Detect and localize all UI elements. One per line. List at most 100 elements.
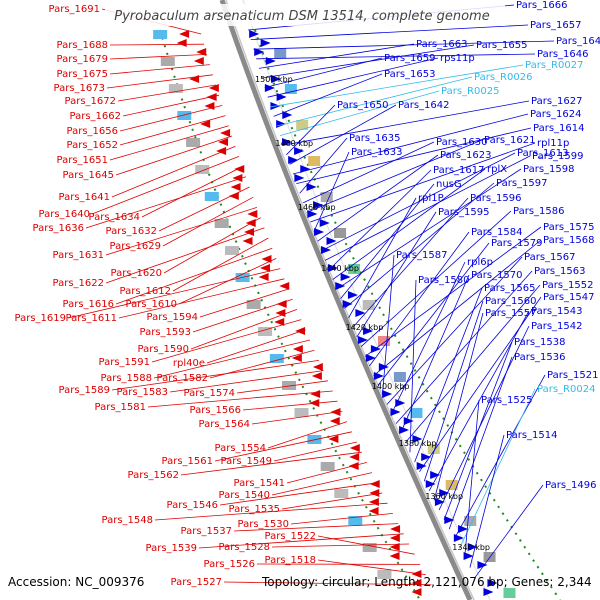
feature-band xyxy=(348,516,363,525)
left-leader-line xyxy=(154,502,388,521)
forward-gene-mark xyxy=(260,39,271,47)
right-gene-label: Pars_1586 xyxy=(513,206,564,217)
right-leader-line xyxy=(317,154,439,242)
left-leader-line xyxy=(119,105,223,132)
reverse-gene-mark xyxy=(389,543,400,551)
left-leader-line xyxy=(317,535,415,555)
left-leader-line xyxy=(190,309,298,350)
right-leader-line xyxy=(469,434,505,568)
reverse-gene-mark xyxy=(369,489,380,497)
right-gene-label: Pars_1543 xyxy=(531,306,582,317)
feature-band xyxy=(153,30,168,39)
right-gene-label: Pars_1617 xyxy=(433,165,484,176)
reverse-gene-mark xyxy=(291,354,302,362)
right-gene-label: Pars_1525 xyxy=(481,395,532,406)
right-leader-line xyxy=(270,64,524,108)
right-leader-line xyxy=(299,137,348,194)
forward-gene-mark xyxy=(403,417,414,425)
right-gene-label: Pars_1557 xyxy=(485,308,536,319)
reverse-gene-mark xyxy=(176,39,187,47)
left-gene-label: Pars_1631 xyxy=(53,250,104,261)
left-gene-label: Pars_1652 xyxy=(67,140,118,151)
right-gene-label: Pars_1563 xyxy=(534,266,585,277)
forward-gene-mark xyxy=(373,372,384,380)
feature-band xyxy=(377,336,390,346)
feature-band xyxy=(362,543,377,552)
left-gene-label: Pars_1645 xyxy=(63,170,114,181)
forward-gene-mark xyxy=(357,336,368,344)
scale-tick-label: 1480 kbp xyxy=(275,139,313,148)
forward-gene-mark xyxy=(355,309,366,317)
feature-band xyxy=(214,219,229,228)
left-leader-line xyxy=(151,319,302,363)
left-leader-line xyxy=(180,451,362,476)
right-leader-line xyxy=(360,210,512,348)
right-leader-line xyxy=(296,127,532,184)
right-gene-label: Pars_1627 xyxy=(531,96,582,107)
left-gene-label: Pars_1590 xyxy=(138,344,189,355)
left-gene-label: Pars_1640 xyxy=(39,209,90,220)
right-leader-line xyxy=(404,284,541,444)
feature-band xyxy=(269,354,284,363)
forward-gene-mark xyxy=(276,120,287,128)
right-gene-label: Pars_1614 xyxy=(533,123,584,134)
left-gene-label: Pars_1540 xyxy=(219,490,270,501)
left-leader-line xyxy=(163,217,261,274)
left-gene-label: Pars_1530 xyxy=(238,519,289,530)
right-leader-line xyxy=(328,169,432,271)
right-leader-line xyxy=(377,242,490,386)
reverse-gene-mark xyxy=(244,228,255,236)
left-gene-label: Pars_1691 xyxy=(49,4,100,15)
feature-band xyxy=(177,111,192,120)
right-gene-label: Pars_R0024 xyxy=(537,384,595,395)
left-gene-label: Pars_1548 xyxy=(102,515,153,526)
right-leader-line xyxy=(264,57,383,88)
feature-band xyxy=(334,228,347,238)
forward-gene-mark xyxy=(425,480,436,488)
left-gene-label: Pars_1583 xyxy=(117,387,168,398)
right-gene-label: Pars_1570 xyxy=(471,270,522,281)
left-leader-line xyxy=(106,74,213,89)
feature-band xyxy=(503,588,516,598)
right-gene-label: Pars_1579 xyxy=(491,238,542,249)
reverse-gene-mark xyxy=(389,534,400,542)
forward-gene-mark xyxy=(276,93,287,101)
right-leader-line xyxy=(438,325,530,511)
right-gene-label: Pars_1642 xyxy=(398,100,449,111)
right-leader-line xyxy=(414,287,483,463)
map-title: Pyrobaculum arsenaticum DSM 13514, compl… xyxy=(114,9,489,24)
forward-gene-mark xyxy=(282,111,293,119)
left-gene-label: Pars_1537 xyxy=(181,526,232,537)
left-gene-label: Pars_1593 xyxy=(140,327,191,338)
left-leader-line xyxy=(109,64,210,75)
left-leader-line xyxy=(67,268,281,319)
left-leader-line xyxy=(105,207,258,256)
right-gene-label: Pars_1659 xyxy=(384,53,435,64)
forward-gene-mark xyxy=(421,453,432,461)
left-leader-line xyxy=(271,472,373,496)
feature-band xyxy=(334,489,349,498)
left-gene-label: Pars_1620 xyxy=(111,268,162,279)
reverse-gene-mark xyxy=(368,507,379,515)
forward-gene-mark xyxy=(444,516,455,524)
right-gene-label: Pars_1613 xyxy=(517,148,568,159)
forward-gene-mark xyxy=(294,147,305,155)
reverse-gene-mark xyxy=(292,345,303,353)
left-leader-line xyxy=(223,581,432,586)
left-leader-line xyxy=(219,482,378,506)
forward-gene-mark xyxy=(463,552,474,560)
forward-gene-mark xyxy=(328,264,339,272)
right-gene-label: Pars_1567 xyxy=(524,252,575,263)
reverse-gene-mark xyxy=(228,192,239,200)
left-leader-line xyxy=(109,43,204,46)
left-gene-label: Pars_1632 xyxy=(106,226,157,237)
forward-gene-mark xyxy=(412,435,423,443)
left-gene-label: Pars_1616 xyxy=(63,299,114,310)
left-gene-label: Pars_1673 xyxy=(54,83,105,94)
feature-band xyxy=(320,462,335,471)
reverse-gene-mark xyxy=(349,453,360,461)
forward-gene-mark xyxy=(399,426,410,434)
left-leader-line xyxy=(153,339,311,379)
topology-text: Topology: circular; Length: 2,121,076 bp… xyxy=(261,575,592,589)
right-gene-label: Pars_1649 xyxy=(556,36,600,47)
